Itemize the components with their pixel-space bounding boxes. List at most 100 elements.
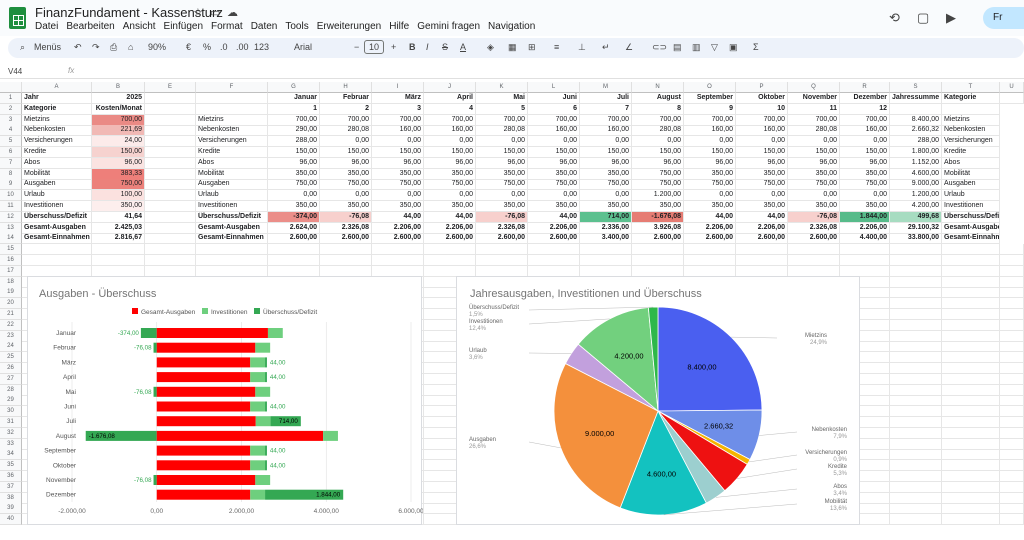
cell-r6-o[interactable]: 150,00 [684, 147, 736, 158]
empty-cell[interactable] [890, 276, 942, 288]
cell-r7-s[interactable]: 1.152,00 [890, 157, 942, 169]
cell-r2-e[interactable] [145, 103, 196, 115]
row-header[interactable]: 12 [0, 211, 22, 223]
cell-r6-a[interactable]: Kredite [22, 147, 92, 158]
empty-cell[interactable] [840, 417, 890, 428]
cell-r12-f[interactable]: Überschuss/Defizit [196, 211, 268, 223]
cell-r5-p[interactable]: 0,00 [736, 136, 788, 148]
cell-r13-r[interactable]: 2.206,00 [840, 222, 890, 234]
cell-r13-q[interactable]: 2.326,08 [788, 222, 840, 234]
cell-r12-r[interactable]: 1.844,00 [840, 211, 890, 223]
empty-cell[interactable] [942, 471, 1000, 482]
empty-cell[interactable] [424, 244, 476, 256]
cell-r12-t[interactable]: Überschuss/Defizit [942, 211, 1000, 223]
cell-r10-b[interactable]: 100,00 [92, 190, 145, 202]
empty-cell[interactable] [840, 427, 890, 439]
cell-r6-l[interactable]: 150,00 [528, 147, 580, 158]
cell-r9-g[interactable]: 750,00 [268, 179, 320, 191]
row-header[interactable]: 18 [0, 276, 22, 288]
row-header[interactable]: 1 [0, 93, 22, 104]
cell-r7-b[interactable]: 96,00 [92, 157, 145, 169]
cell-r11-a[interactable]: Investitionen [22, 201, 92, 212]
empty-cell[interactable] [840, 514, 890, 526]
menu-0[interactable]: Datei [35, 21, 59, 32]
empty-cell[interactable] [890, 255, 942, 266]
cell-r14-t[interactable]: Gesamt-Einnahmen [942, 233, 1000, 245]
empty-cell[interactable] [890, 373, 942, 385]
empty-cell[interactable] [1000, 309, 1024, 320]
borders-icon[interactable]: ▦ [508, 42, 517, 52]
cell-r13-i[interactable]: 2.206,00 [372, 222, 424, 234]
row-header[interactable]: 2 [0, 103, 22, 115]
empty-cell[interactable] [942, 503, 1000, 515]
font-size-decrease-icon[interactable]: − [354, 42, 360, 52]
empty-cell[interactable] [890, 503, 942, 515]
empty-cell[interactable] [840, 460, 890, 472]
cell-r2-s[interactable] [890, 103, 942, 115]
cell-r8-g[interactable]: 350,00 [268, 168, 320, 180]
empty-cell[interactable] [1000, 395, 1024, 407]
column-header[interactable]: H [320, 82, 372, 93]
menu-4[interactable]: Format [211, 21, 243, 32]
more-formats-button[interactable]: 123 [254, 42, 270, 52]
empty-cell[interactable] [942, 265, 1000, 277]
row-header[interactable]: 6 [0, 147, 22, 158]
meet-icon[interactable]: ▶ [946, 10, 956, 25]
empty-cell[interactable] [840, 330, 890, 342]
empty-cell[interactable] [840, 352, 890, 364]
cell-r9-j[interactable]: 750,00 [424, 179, 476, 191]
empty-cell[interactable] [580, 244, 632, 256]
cell-r3-q[interactable]: 700,00 [788, 114, 840, 126]
cell-r4-l[interactable]: 160,00 [528, 125, 580, 137]
empty-cell[interactable] [1000, 352, 1024, 364]
cell-r9-n[interactable]: 750,00 [632, 179, 684, 191]
cell-r2-p[interactable]: 10 [736, 103, 788, 115]
empty-cell[interactable] [890, 309, 942, 320]
text-wrap-icon[interactable]: ↵ [602, 42, 610, 52]
cell-r6-g[interactable]: 150,00 [268, 147, 320, 158]
cell-r8-i[interactable]: 350,00 [372, 168, 424, 180]
cell-r4-m[interactable]: 160,00 [580, 125, 632, 137]
empty-cell[interactable] [92, 244, 145, 256]
cell-r11-b[interactable]: 350,00 [92, 201, 145, 212]
empty-cell[interactable] [840, 309, 890, 320]
empty-cell[interactable] [890, 352, 942, 364]
cell-r6-t[interactable]: Kredite [942, 147, 1000, 158]
cell-r10-f[interactable]: Urlaub [196, 190, 268, 202]
cell-r9-t[interactable]: Ausgaben [942, 179, 1000, 191]
column-header[interactable]: E [145, 82, 196, 93]
cell-r1-t[interactable]: Kategorie [942, 93, 1000, 104]
empty-cell[interactable] [1000, 449, 1024, 461]
column-header[interactable]: Q [788, 82, 840, 93]
menu-9[interactable]: Gemini fragen [417, 21, 481, 32]
cell-r6-j[interactable]: 150,00 [424, 147, 476, 158]
empty-cell[interactable] [632, 244, 684, 256]
undo-icon[interactable]: ↶ [74, 42, 82, 52]
cell-r1-g[interactable]: Januar [268, 93, 320, 104]
cell-r9-f[interactable]: Ausgaben [196, 179, 268, 191]
cell-r5-t[interactable]: Versicherungen [942, 136, 1000, 148]
cell-r2-t[interactable] [942, 103, 1000, 115]
menu-3[interactable]: Einfügen [163, 21, 204, 32]
column-header[interactable]: F [196, 82, 268, 93]
row-header[interactable]: 34 [0, 449, 22, 461]
cell-r3-p[interactable]: 700,00 [736, 114, 788, 126]
chart-jahresausgaben[interactable]: Jahresausgaben, Investitionen und Übersc… [456, 276, 860, 525]
bold-icon[interactable]: B [409, 42, 416, 52]
cell-r1-n[interactable]: August [632, 93, 684, 104]
insert-chart-icon[interactable]: ▥ [692, 42, 701, 52]
column-header[interactable]: U [1000, 82, 1024, 93]
empty-cell[interactable] [840, 384, 890, 396]
cell-r7-e[interactable] [145, 157, 196, 169]
empty-cell[interactable] [942, 395, 1000, 407]
cell-r9-e[interactable] [145, 179, 196, 191]
empty-cell[interactable] [942, 427, 1000, 439]
cell-r9-r[interactable]: 750,00 [840, 179, 890, 191]
font-size-increase-icon[interactable]: + [391, 42, 397, 52]
column-header[interactable]: L [528, 82, 580, 93]
cell-r4-o[interactable]: 160,00 [684, 125, 736, 137]
row-header[interactable]: 31 [0, 417, 22, 428]
cell-r12-o[interactable]: 44,00 [684, 211, 736, 223]
functions-icon[interactable]: Σ [753, 42, 759, 52]
cell-r13-l[interactable]: 2.206,00 [528, 222, 580, 234]
